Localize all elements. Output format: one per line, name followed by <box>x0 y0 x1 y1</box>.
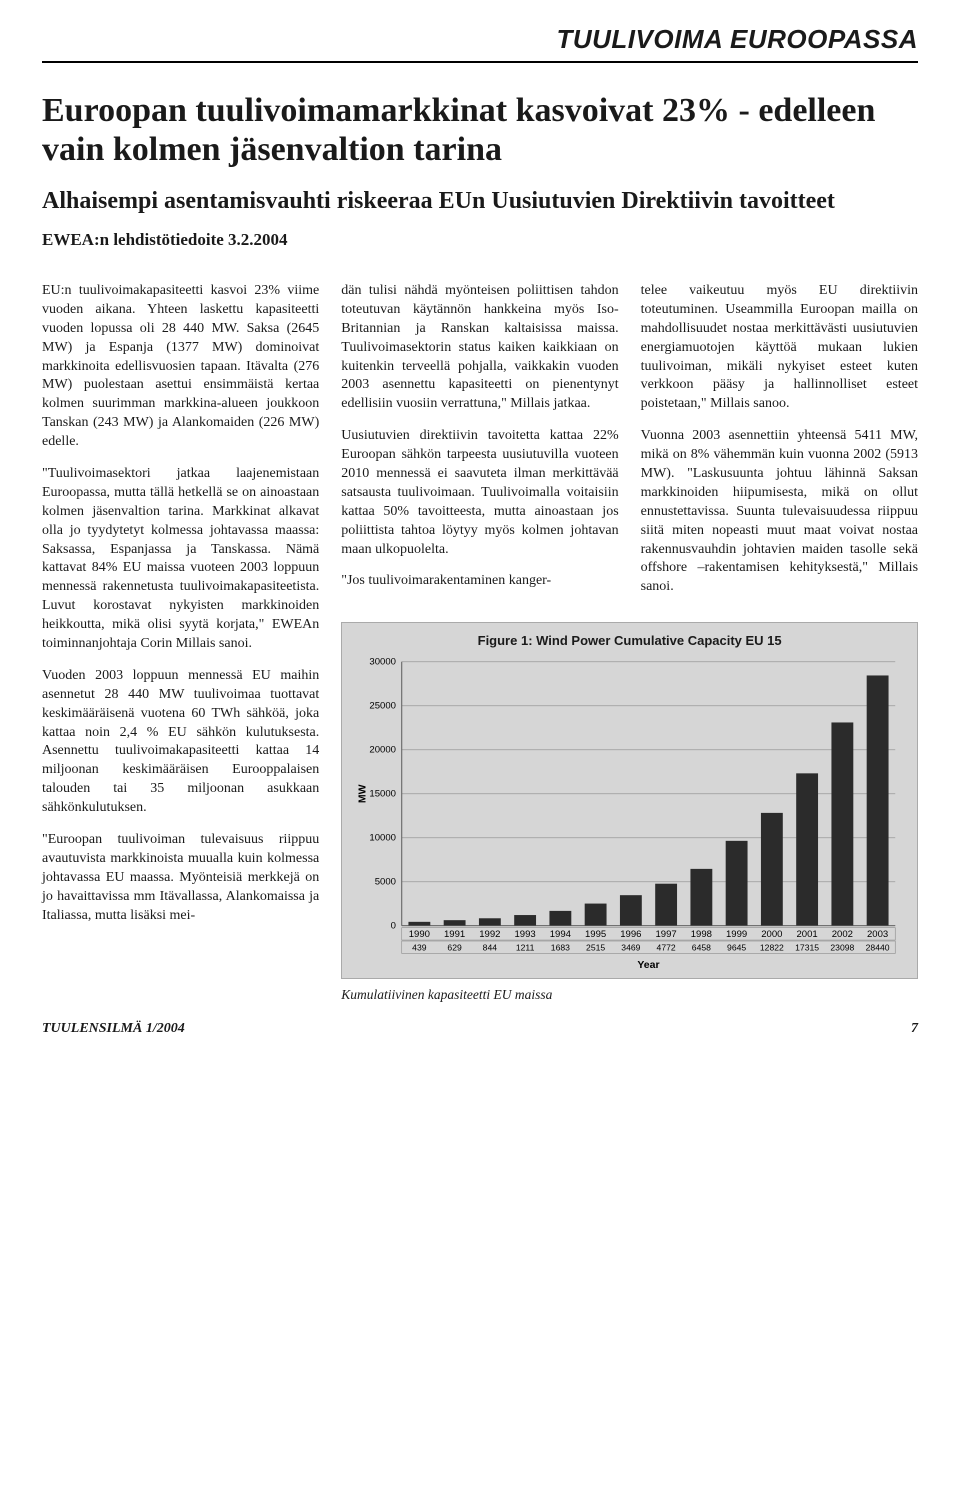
svg-text:2002: 2002 <box>832 929 853 940</box>
svg-text:2003: 2003 <box>867 929 888 940</box>
paragraph: telee vaikeutuu myös EU direktiivin tote… <box>641 282 918 414</box>
chart-title: Figure 1: Wind Power Cumulative Capacity… <box>352 633 907 648</box>
paragraph: Vuonna 2003 asennettiin yhteensä 5411 MW… <box>641 427 918 597</box>
page-footer: TUULENSILMÄ 1/2004 7 <box>42 1021 918 1037</box>
svg-text:1991: 1991 <box>444 929 465 940</box>
paragraph: "Tuulivoimasektori jatkaa laajenemistaan… <box>42 465 319 654</box>
chart-caption: Kumulatiivinen kapasiteetti EU maissa <box>341 987 918 1003</box>
svg-text:844: 844 <box>483 943 498 953</box>
svg-text:2000: 2000 <box>762 929 783 940</box>
svg-text:1995: 1995 <box>585 929 606 940</box>
svg-text:1996: 1996 <box>621 929 642 940</box>
right-top-columns: dän tulisi nähdä myönteisen poliittisen … <box>341 282 918 610</box>
paragraph: "Euroopan tuulivoiman tulevaisuus riippu… <box>42 831 319 925</box>
svg-text:1211: 1211 <box>516 943 535 953</box>
svg-text:9645: 9645 <box>727 943 746 953</box>
svg-text:15000: 15000 <box>370 789 397 800</box>
column-2: dän tulisi nähdä myönteisen poliittisen … <box>341 282 618 610</box>
chart-block: Figure 1: Wind Power Cumulative Capacity… <box>341 622 918 979</box>
paragraph: EU:n tuulivoimakapasiteetti kasvoi 23% v… <box>42 282 319 452</box>
svg-text:1990: 1990 <box>409 929 430 940</box>
subhead: Alhaisempi asentamisvauhti riskeeraa EUn… <box>42 187 918 216</box>
paragraph: Uusiutuvien direktiivin tavoitetta katta… <box>341 427 618 559</box>
body-columns: EU:n tuulivoimakapasiteetti kasvoi 23% v… <box>42 282 918 1003</box>
column-1: EU:n tuulivoimakapasiteetti kasvoi 23% v… <box>42 282 319 1003</box>
svg-text:MW: MW <box>357 785 369 804</box>
svg-text:3469: 3469 <box>622 943 641 953</box>
svg-text:0: 0 <box>391 921 396 932</box>
svg-text:10000: 10000 <box>370 833 397 844</box>
svg-text:1993: 1993 <box>515 929 536 940</box>
svg-text:2515: 2515 <box>586 943 605 953</box>
paragraph: "Jos tuulivoimarakentaminen kanger- <box>341 572 618 591</box>
svg-text:439: 439 <box>412 943 427 953</box>
section-header: TUULIVOIMA EUROOPASSA <box>42 24 918 63</box>
svg-text:5000: 5000 <box>375 877 396 888</box>
svg-text:17315: 17315 <box>795 943 819 953</box>
svg-text:4772: 4772 <box>657 943 676 953</box>
svg-text:23098: 23098 <box>831 943 855 953</box>
svg-text:28440: 28440 <box>866 943 890 953</box>
paragraph: dän tulisi nähdä myönteisen poliittisen … <box>341 282 618 414</box>
svg-text:1997: 1997 <box>656 929 677 940</box>
svg-text:Year: Year <box>638 959 660 971</box>
svg-text:1998: 1998 <box>691 929 712 940</box>
paragraph: Vuoden 2003 loppuun mennessä EU maihin a… <box>42 667 319 818</box>
svg-text:2001: 2001 <box>797 929 818 940</box>
svg-text:25000: 25000 <box>370 701 397 712</box>
column-right-group: dän tulisi nähdä myönteisen poliittisen … <box>341 282 918 1003</box>
svg-text:1999: 1999 <box>726 929 747 940</box>
svg-text:1992: 1992 <box>480 929 501 940</box>
svg-text:1994: 1994 <box>550 929 572 940</box>
bar-chart: 0 5000 10000 15000 20000 25000 30000 1990 439 199… <box>352 656 907 972</box>
issue-label: TUULENSILMÄ 1/2004 <box>42 1021 185 1037</box>
svg-text:20000: 20000 <box>370 745 397 756</box>
page-number: 7 <box>911 1021 918 1037</box>
svg-text:12822: 12822 <box>760 943 784 953</box>
svg-text:30000: 30000 <box>370 657 397 668</box>
headline: Euroopan tuulivoimamarkkinat kasvoivat 2… <box>42 91 918 169</box>
svg-text:6458: 6458 <box>692 943 711 953</box>
dateline: EWEA:n lehdistötiedoite 3.2.2004 <box>42 230 918 250</box>
column-3: telee vaikeutuu myös EU direktiivin tote… <box>641 282 918 610</box>
svg-text:629: 629 <box>448 943 463 953</box>
svg-text:1683: 1683 <box>551 943 570 953</box>
